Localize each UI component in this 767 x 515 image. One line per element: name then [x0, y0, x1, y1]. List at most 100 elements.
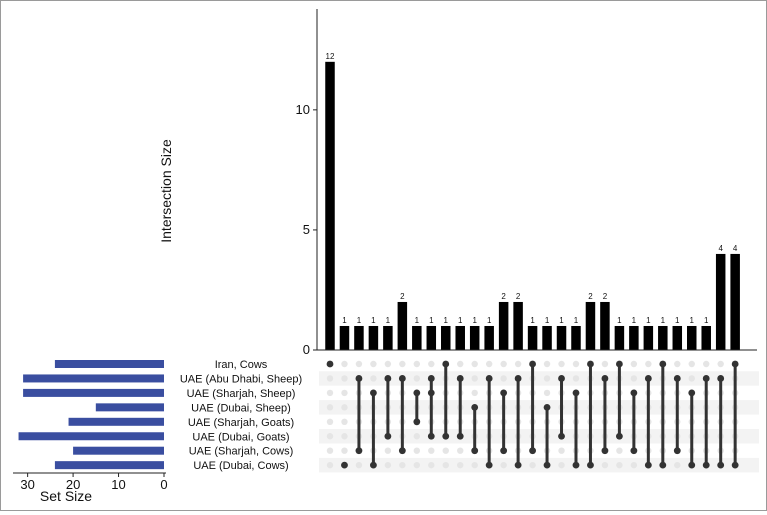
matrix-dot-active — [427, 432, 435, 440]
intersection-bar-label: 2 — [501, 292, 506, 301]
intersection-bar — [556, 325, 567, 350]
matrix-dot-inactive — [413, 375, 421, 382]
matrix-dot-inactive — [500, 360, 507, 368]
intersection-bar — [542, 325, 552, 350]
intersection-bar-label: 1 — [632, 316, 637, 325]
intersection-bar — [325, 61, 335, 350]
matrix-dot-inactive — [326, 389, 334, 397]
matrix-dot-inactive — [500, 375, 507, 382]
matrix-dot-active — [500, 447, 508, 455]
intersection-bar — [687, 325, 697, 350]
set-name-label: UAE (Sharjah, Cows) — [189, 446, 294, 458]
intersection-bar-label: 1 — [574, 316, 579, 325]
set-size-bar — [18, 432, 164, 441]
set-size-bar — [54, 360, 165, 368]
intersection-bar-label: 2 — [588, 292, 593, 301]
matrix-dot-inactive — [341, 418, 348, 425]
intersection-bar-label: 2 — [603, 292, 608, 301]
intersection-bar-label: 1 — [545, 316, 550, 325]
matrix-dot-active — [384, 375, 392, 382]
matrix-dot-active — [558, 432, 565, 440]
matrix-dot-active — [688, 389, 696, 397]
matrix-dot-active — [543, 461, 551, 469]
matrix-dot-inactive — [326, 418, 334, 425]
intersection-bar-label: 2 — [400, 292, 405, 301]
intersection-bar-label: 1 — [487, 316, 492, 325]
intersection-bar — [368, 325, 379, 350]
matrix-dot-active — [485, 375, 493, 382]
y-tick-label: 10 — [296, 102, 310, 117]
matrix-dot-active — [427, 389, 435, 397]
matrix-dot-active — [341, 461, 348, 469]
matrix-dot-inactive — [370, 375, 377, 382]
matrix-dot-inactive — [326, 461, 334, 469]
set-name-label: UAE (Dubai, Cows) — [193, 460, 288, 472]
matrix-dot-inactive — [601, 461, 609, 469]
intersection-bar-label: 1 — [704, 316, 709, 325]
matrix-dot-active — [514, 375, 522, 382]
matrix-dot-active — [413, 389, 421, 397]
matrix-dot-inactive — [674, 360, 681, 368]
matrix-dot-active — [558, 375, 565, 382]
intersection-bar-label: 1 — [342, 316, 347, 325]
matrix-dot-inactive — [384, 447, 392, 454]
set-name-label: UAE (Sharjah, Sheep) — [187, 388, 296, 400]
matrix-dot-active — [659, 360, 667, 368]
matrix-dot-active — [673, 375, 681, 382]
matrix-dot-inactive — [485, 360, 493, 368]
intersection-bar-label: 1 — [559, 316, 564, 325]
matrix-dot-active — [702, 461, 710, 469]
intersection-bar — [730, 253, 740, 350]
set-size-tick-label: 0 — [160, 477, 167, 492]
set-size-bar — [54, 461, 165, 470]
matrix-dot-inactive — [341, 433, 348, 440]
matrix-dot-active — [731, 461, 739, 469]
matrix-dot-active — [529, 360, 536, 368]
set-size-bar — [23, 374, 164, 383]
matrix-dot-active — [644, 461, 652, 469]
matrix-dot-inactive — [457, 360, 464, 368]
matrix-dot-inactive — [442, 461, 449, 469]
matrix-dot-inactive — [717, 360, 724, 368]
intersection-bar — [455, 325, 465, 350]
matrix-dot-inactive — [572, 375, 580, 382]
matrix-dot-active — [601, 447, 609, 455]
intersection-bar-label: 1 — [357, 316, 362, 325]
matrix-dot-inactive — [471, 389, 478, 397]
set-name-label: UAE (Dubai, Goats) — [192, 431, 289, 443]
matrix-dot-active — [543, 403, 551, 411]
matrix-dot-active — [442, 360, 450, 368]
intersection-bar — [585, 301, 596, 350]
matrix-dot-active — [630, 447, 638, 455]
set-size-bar — [73, 446, 164, 455]
matrix-dot-inactive — [543, 389, 551, 397]
intersection-bar-label: 4 — [718, 244, 723, 253]
set-size-tick-label: 30 — [20, 477, 34, 492]
intersection-bar — [426, 325, 437, 350]
matrix-dot-inactive — [341, 375, 348, 382]
matrix-dot-active — [659, 461, 667, 469]
intersection-bar — [571, 325, 581, 350]
set-size-bar — [95, 403, 164, 412]
intersection-bars: 121 1 1 121 1 1 1 1 12 21 1 1 12 21 1 1 1 1 1 14 4 — [325, 52, 740, 350]
matrix-dot-inactive — [326, 404, 334, 411]
matrix-dot-inactive — [413, 461, 421, 469]
intersection-bar-label: 1 — [371, 316, 376, 325]
matrix-dot-inactive — [413, 433, 421, 440]
set-size-tick-label: 10 — [111, 477, 125, 492]
matrix-dot-inactive — [326, 447, 334, 454]
set-size-bar — [68, 417, 164, 426]
matrix-dot-inactive — [428, 461, 435, 469]
intersection-bar — [397, 301, 408, 350]
matrix-dot-inactive — [326, 433, 334, 440]
matrix-dot-inactive — [558, 447, 565, 454]
intersection-bar — [643, 325, 654, 350]
matrix-dot-inactive — [616, 447, 623, 454]
intersection-bar-label: 1 — [472, 316, 477, 325]
matrix-dot-active — [456, 432, 464, 440]
intersection-bar — [513, 301, 523, 350]
matrix-dot-active — [398, 375, 406, 382]
intersection-bar-label: 1 — [386, 316, 391, 325]
matrix-dot-inactive — [428, 360, 435, 368]
matrix-dot-inactive — [529, 461, 536, 469]
